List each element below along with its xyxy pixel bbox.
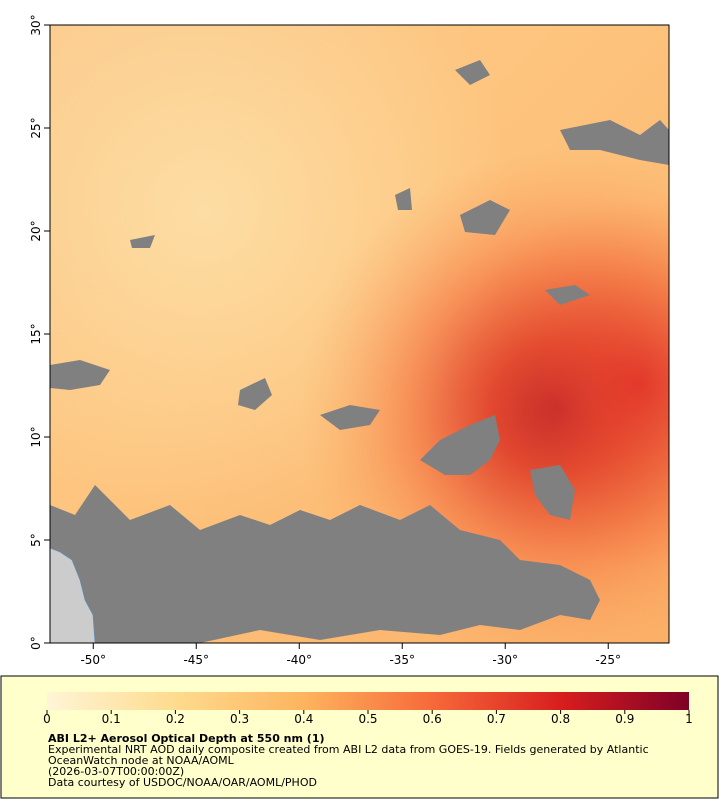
- colorbar-tick-label: 0.5: [358, 712, 377, 726]
- colorbar-tick-label: 1: [685, 712, 693, 726]
- y-tick-label: 25°: [29, 117, 43, 138]
- colorbar-ramp: [47, 692, 689, 710]
- y-tick-label: 30°: [29, 14, 43, 35]
- caption-line: (2026-03-07T00:00:00Z): [48, 765, 184, 778]
- map-area: [50, 25, 669, 643]
- colorbar-tick-label: 0.3: [230, 712, 249, 726]
- colorbar-tick-label: 0.9: [615, 712, 634, 726]
- x-tick-label: -30°: [492, 653, 518, 667]
- colorbar-tick-label: 0.2: [166, 712, 185, 726]
- x-tick-label: -35°: [389, 653, 415, 667]
- y-tick-label: 20°: [29, 220, 43, 241]
- land: [50, 547, 96, 643]
- x-tick-label: -25°: [595, 653, 621, 667]
- caption-title: ABI L2+ Aerosol Optical Depth at 550 nm …: [48, 732, 325, 745]
- colorbar-tick-label: 0.8: [551, 712, 570, 726]
- no-data-areas: [50, 60, 669, 643]
- colorbar-tick-label: 0.6: [423, 712, 442, 726]
- y-tick-label: 10°: [29, 426, 43, 447]
- colorbar-tick-label: 0: [43, 712, 51, 726]
- y-tick-label: 5°: [29, 533, 43, 547]
- axes: -50° -45° -40° -35° -30° -25° 0° 5° 10° 15° 20° 25°…: [29, 14, 621, 667]
- caption-line: Data courtesy of USDOC/NOAA/OAR/AOML/PHO…: [48, 776, 317, 789]
- colorbar-tick-label: 0.1: [102, 712, 121, 726]
- y-tick-label: 0°: [29, 636, 43, 650]
- x-tick-label: -40°: [286, 653, 312, 667]
- x-tick-label: -45°: [183, 653, 209, 667]
- colorbar: 0 0.1 0.2 0.3 0.4 0.5 0.6 0.7 0.8 0.9 1: [43, 692, 693, 726]
- colorbar-tick-label: 0.4: [294, 712, 313, 726]
- colorbar-tick-label: 0.7: [487, 712, 506, 726]
- x-tick-label: -50°: [80, 653, 106, 667]
- caption-line: Experimental NRT AOD daily composite cre…: [48, 743, 649, 756]
- y-tick-label: 15°: [29, 323, 43, 344]
- caption-line: OceanWatch node at NOAA/AOML: [48, 754, 235, 767]
